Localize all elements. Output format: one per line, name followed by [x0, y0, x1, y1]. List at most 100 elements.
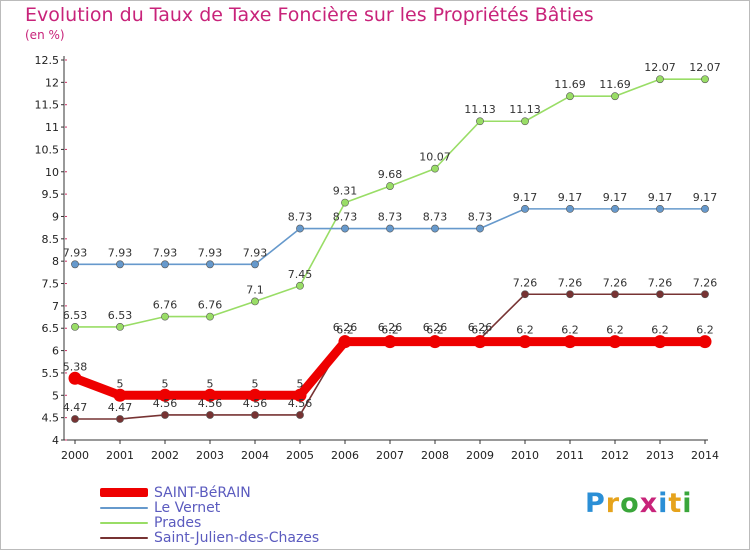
data-label: 11.69	[599, 78, 631, 91]
y-tick-label: 12	[45, 76, 59, 89]
series-point	[653, 335, 667, 349]
x-tick-label: 2001	[106, 449, 134, 462]
series-point	[116, 260, 124, 269]
series-point	[611, 204, 619, 213]
series-point	[698, 335, 712, 349]
legend-label: Le Vernet	[154, 499, 221, 516]
series-point	[296, 224, 304, 233]
data-label: 5	[297, 377, 304, 390]
series-point	[611, 92, 619, 101]
y-tick-label: 8.5	[42, 233, 60, 246]
data-label: 7.26	[513, 276, 538, 289]
legend-item: SAINT-BéRAIN	[100, 484, 319, 501]
legend-label: SAINT-BéRAIN	[154, 484, 251, 501]
data-label: 8.73	[378, 211, 403, 224]
data-label: 11.13	[464, 103, 496, 116]
series-point	[656, 290, 664, 299]
series-point	[161, 411, 169, 419]
series-point	[341, 198, 349, 207]
data-label: 5	[207, 377, 214, 390]
data-label: 7.93	[243, 246, 268, 259]
x-tick-label: 2007	[376, 449, 404, 462]
x-tick-label: 2012	[601, 449, 629, 462]
series-point	[116, 322, 124, 331]
x-tick-label: 2010	[511, 449, 539, 462]
series-point	[428, 335, 442, 349]
data-label: 6.26	[333, 321, 358, 334]
legend-swatch	[100, 506, 148, 509]
logo-letter: t	[668, 488, 683, 519]
series-point	[431, 164, 439, 173]
x-tick-label: 2011	[556, 449, 584, 462]
series-point	[296, 411, 304, 419]
series-point	[158, 388, 172, 402]
x-tick-label: 2013	[646, 449, 674, 462]
data-label: 5.38	[63, 360, 88, 373]
data-label: 6.26	[423, 321, 448, 334]
data-label: 9.68	[378, 168, 403, 181]
logo-letter: i	[658, 488, 669, 519]
series-point	[71, 260, 79, 269]
series-point	[386, 224, 394, 233]
series-point	[338, 335, 352, 349]
logo-letter: o	[620, 488, 640, 519]
series-point	[521, 117, 529, 126]
series-point	[203, 388, 217, 402]
data-label: 10.07	[419, 151, 451, 164]
data-label: 6.26	[468, 321, 493, 334]
data-label: 4.56	[198, 397, 223, 410]
data-label: 12.07	[644, 61, 676, 74]
data-label: 9.17	[513, 191, 538, 204]
series-point	[383, 335, 397, 349]
data-label: 9.17	[648, 191, 673, 204]
legend-item: Prades	[100, 514, 319, 531]
data-label: 12.07	[689, 61, 721, 74]
logo-letter: P	[585, 488, 606, 519]
data-label: 5	[117, 377, 124, 390]
legend-swatch	[100, 521, 148, 524]
data-label: 11.13	[509, 103, 541, 116]
data-label: 8.73	[468, 211, 493, 224]
x-tick-label: 2004	[241, 449, 269, 462]
x-tick-label: 2009	[466, 449, 494, 462]
legend-item: Le Vernet	[100, 499, 319, 516]
data-label: 7.93	[63, 246, 88, 259]
data-label: 6.2	[696, 324, 714, 337]
logo-letter: r	[605, 488, 621, 519]
y-tick-label: 9	[52, 210, 59, 223]
x-tick-label: 2014	[691, 449, 719, 462]
legend-label: Prades	[154, 514, 202, 531]
legend-item: Saint-Julien-des-Chazes	[100, 530, 319, 546]
data-label: 6.53	[108, 309, 133, 322]
series-point	[476, 117, 484, 126]
x-tick-label: 2000	[61, 449, 89, 462]
y-tick-label: 10.5	[35, 143, 60, 156]
series-point	[251, 411, 259, 419]
series-point	[206, 260, 214, 269]
data-label: 7.93	[108, 246, 133, 259]
series-point	[161, 260, 169, 269]
series-point	[431, 224, 439, 233]
data-label: 6.2	[651, 324, 669, 337]
series-point	[563, 335, 577, 349]
data-label: 7.26	[558, 276, 583, 289]
series-point	[608, 335, 622, 349]
series-point	[341, 224, 349, 233]
series-point	[518, 335, 532, 349]
y-tick-label: 10	[45, 166, 59, 179]
data-label: 6.2	[471, 324, 489, 337]
y-tick-label: 11.5	[35, 99, 60, 112]
data-label: 6.26	[378, 321, 403, 334]
series-point	[476, 224, 484, 233]
data-label: 4.56	[243, 397, 268, 410]
y-tick-label: 8	[52, 255, 59, 268]
y-tick-label: 4.5	[42, 412, 60, 425]
proxiti-logo: Proxiti	[585, 488, 693, 519]
logo-letter: i	[682, 488, 693, 519]
x-tick-label: 2002	[151, 449, 179, 462]
data-label: 6.53	[63, 309, 88, 322]
legend-swatch	[100, 488, 148, 497]
series-point	[611, 290, 619, 299]
data-label: 6.2	[336, 324, 354, 337]
